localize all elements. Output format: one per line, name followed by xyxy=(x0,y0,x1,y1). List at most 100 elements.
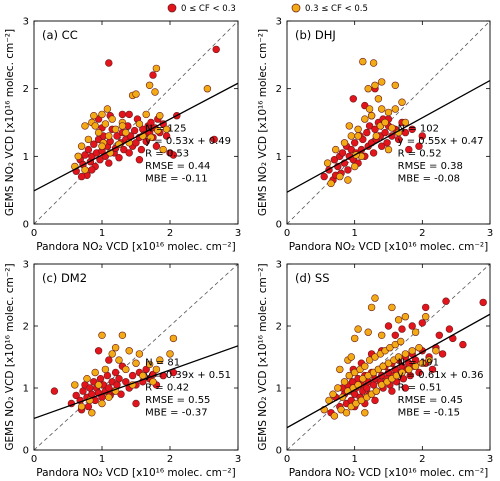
data-point xyxy=(415,142,423,150)
data-point xyxy=(132,359,140,367)
x-tick-label: 1 xyxy=(99,228,105,239)
data-point xyxy=(81,122,89,130)
data-point xyxy=(371,294,379,302)
data-point xyxy=(363,128,371,137)
stat-line: y = 0.53x + 0.49 xyxy=(145,136,231,147)
data-point xyxy=(147,133,155,142)
x-tick-label: 0 xyxy=(284,454,290,465)
data-point xyxy=(394,353,403,361)
stat-line: N = 191 xyxy=(398,357,439,368)
data-point xyxy=(351,139,359,147)
data-point xyxy=(156,111,164,120)
data-point xyxy=(122,378,130,386)
data-point xyxy=(398,98,406,106)
stat-line: RMSE = 0.38 xyxy=(398,161,463,172)
data-point xyxy=(363,384,371,392)
stat-line: N = 81 xyxy=(145,357,180,368)
stat-line: MBE = -0.37 xyxy=(145,407,207,418)
data-point xyxy=(156,356,164,364)
data-point xyxy=(401,313,410,321)
data-point xyxy=(342,409,351,417)
plot-area xyxy=(287,21,490,224)
data-point xyxy=(84,135,93,144)
data-point xyxy=(369,381,378,389)
data-point xyxy=(364,328,372,336)
data-point xyxy=(391,331,399,339)
data-point xyxy=(149,71,157,79)
stat-line: R = 0.51 xyxy=(398,382,442,393)
data-point xyxy=(369,149,378,157)
data-point xyxy=(372,387,380,395)
data-point xyxy=(166,350,174,358)
data-point xyxy=(113,381,121,389)
x-tick-label: 3 xyxy=(487,228,493,239)
data-point xyxy=(169,334,178,343)
y-axis-label: GEMS NO₂ VCD [x10¹⁶ molec. cm⁻²] xyxy=(4,263,16,450)
data-point xyxy=(132,399,140,408)
stat-line: MBE = -0.11 xyxy=(145,174,207,185)
data-point xyxy=(210,135,218,144)
series-high-cf xyxy=(323,57,410,188)
x-tick-label: 1 xyxy=(99,454,105,465)
data-point xyxy=(354,132,362,140)
y-tick-label: 1 xyxy=(23,152,29,163)
data-point xyxy=(159,145,167,154)
data-point xyxy=(445,325,454,333)
data-point xyxy=(422,313,430,321)
data-point xyxy=(367,111,376,120)
data-point xyxy=(435,331,443,339)
stat-line: MBE = -0.15 xyxy=(398,407,460,418)
data-point xyxy=(330,156,339,164)
data-point xyxy=(115,154,123,162)
data-point xyxy=(74,152,82,161)
plot-area xyxy=(287,264,490,450)
stat-line: MBE = -0.08 xyxy=(398,174,460,185)
data-point xyxy=(371,396,379,405)
y-tick-label: 1 xyxy=(23,384,29,395)
y-tick-label: 1 xyxy=(276,384,282,395)
stat-line: N = 125 xyxy=(145,124,186,135)
data-point xyxy=(142,110,150,119)
data-point xyxy=(91,368,99,377)
data-point xyxy=(330,412,339,420)
plot-frame xyxy=(33,263,239,451)
y-tick-label: 0 xyxy=(276,220,282,231)
data-point xyxy=(378,331,386,339)
data-point xyxy=(101,120,110,128)
data-point xyxy=(320,172,328,181)
y-axis-label: GEMS NO₂ VCD [x10¹⁶ molec. cm⁻²] xyxy=(257,263,269,450)
stat-line: RMSE = 0.55 xyxy=(145,395,210,406)
stat-line: R = 0.52 xyxy=(398,149,442,160)
data-point xyxy=(88,409,96,417)
data-point xyxy=(369,59,378,67)
stat-line: R = 0.53 xyxy=(145,149,189,160)
data-point xyxy=(71,381,79,389)
data-point xyxy=(132,90,140,98)
panel-title: (a) CC xyxy=(42,28,78,42)
data-point xyxy=(98,142,106,150)
data-point xyxy=(111,344,120,352)
data-point xyxy=(442,297,450,305)
data-point xyxy=(340,139,349,147)
one-to-one-line xyxy=(287,264,490,450)
x-tick-label: 2 xyxy=(419,454,425,465)
data-point xyxy=(384,108,393,117)
y-tick-label: 0 xyxy=(23,446,29,457)
data-point xyxy=(151,88,159,96)
data-point xyxy=(135,156,144,164)
x-tick-label: 3 xyxy=(235,228,241,239)
data-point xyxy=(361,362,369,370)
data-point xyxy=(128,371,137,380)
data-point xyxy=(118,110,127,119)
panel-2: 0 1 2 3 0 1 2 3 (c) DM2 N = 81 y = 0.39x + 0.51R =… xyxy=(4,260,241,480)
data-point xyxy=(394,316,403,324)
data-point xyxy=(77,142,86,150)
stat-line: R = 0.42 xyxy=(145,382,189,393)
data-point xyxy=(367,303,376,312)
data-point xyxy=(98,110,106,119)
data-point xyxy=(418,319,426,327)
data-point xyxy=(130,126,139,135)
plot-area xyxy=(34,264,238,450)
